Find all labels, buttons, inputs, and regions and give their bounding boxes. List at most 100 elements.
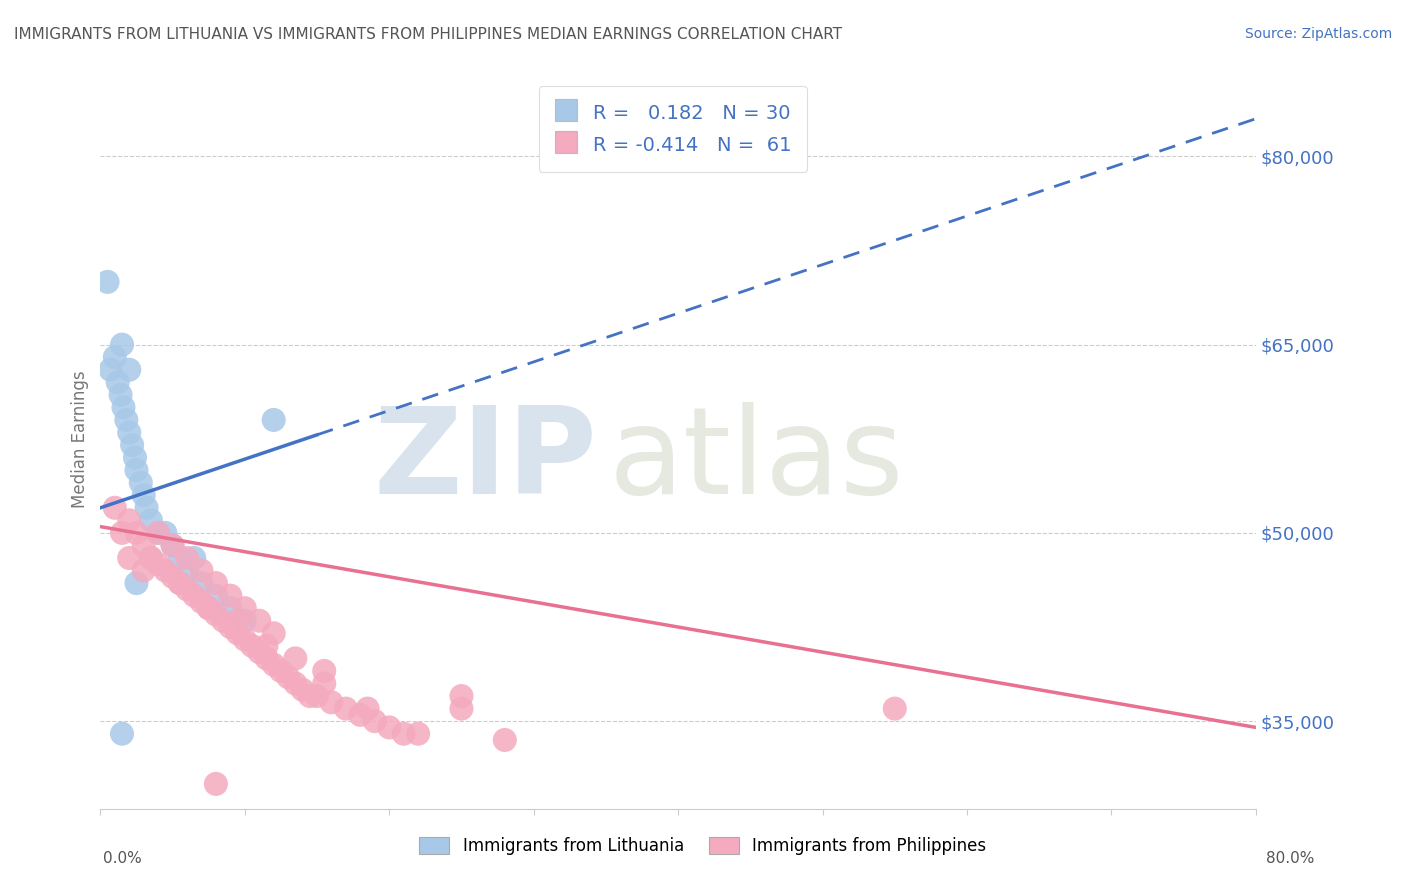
- Point: [124, 450, 146, 465]
- Point: [392, 727, 415, 741]
- Point: [378, 720, 401, 734]
- Point: [132, 488, 155, 502]
- Point: [205, 589, 228, 603]
- Point: [314, 676, 336, 690]
- Point: [183, 589, 205, 603]
- Point: [349, 707, 371, 722]
- Point: [494, 733, 516, 747]
- Point: [298, 689, 321, 703]
- Point: [135, 500, 157, 515]
- Point: [226, 614, 249, 628]
- Point: [335, 701, 357, 715]
- Point: [146, 525, 169, 540]
- Point: [205, 607, 228, 622]
- Text: Source: ZipAtlas.com: Source: ZipAtlas.com: [1244, 27, 1392, 41]
- Point: [118, 513, 141, 527]
- Point: [100, 363, 122, 377]
- Point: [190, 564, 212, 578]
- Point: [233, 601, 256, 615]
- Point: [364, 714, 387, 728]
- Point: [110, 388, 132, 402]
- Point: [314, 664, 336, 678]
- Point: [169, 576, 191, 591]
- Point: [883, 701, 905, 715]
- Text: 0.0%: 0.0%: [103, 851, 142, 865]
- Point: [197, 601, 219, 615]
- Point: [256, 651, 278, 665]
- Point: [226, 626, 249, 640]
- Point: [139, 513, 162, 527]
- Point: [162, 538, 184, 552]
- Point: [139, 551, 162, 566]
- Point: [129, 475, 152, 490]
- Point: [115, 413, 138, 427]
- Point: [190, 576, 212, 591]
- Text: IMMIGRANTS FROM LITHUANIA VS IMMIGRANTS FROM PHILIPPINES MEDIAN EARNINGS CORRELA: IMMIGRANTS FROM LITHUANIA VS IMMIGRANTS …: [14, 27, 842, 42]
- Point: [212, 614, 235, 628]
- Point: [118, 425, 141, 440]
- Point: [97, 275, 120, 289]
- Point: [176, 564, 198, 578]
- Point: [118, 363, 141, 377]
- Point: [104, 500, 127, 515]
- Point: [197, 601, 219, 615]
- Point: [107, 376, 129, 390]
- Point: [284, 651, 307, 665]
- Point: [132, 538, 155, 552]
- Point: [125, 576, 148, 591]
- Point: [270, 664, 292, 678]
- Point: [190, 595, 212, 609]
- Point: [146, 525, 169, 540]
- Point: [240, 639, 263, 653]
- Point: [176, 551, 198, 566]
- Point: [139, 551, 162, 566]
- Y-axis label: Median Earnings: Median Earnings: [72, 370, 89, 508]
- Point: [247, 645, 270, 659]
- Point: [450, 701, 472, 715]
- Point: [169, 551, 191, 566]
- Point: [121, 438, 143, 452]
- Point: [406, 727, 429, 741]
- Point: [205, 576, 228, 591]
- Point: [263, 413, 285, 427]
- Point: [277, 670, 299, 684]
- Point: [132, 564, 155, 578]
- Point: [305, 689, 328, 703]
- Point: [263, 657, 285, 672]
- Point: [263, 626, 285, 640]
- Point: [111, 337, 134, 351]
- Legend: R =   0.182   N = 30, R = -0.414   N =  61: R = 0.182 N = 30, R = -0.414 N = 61: [538, 86, 807, 172]
- Point: [162, 570, 184, 584]
- Point: [112, 401, 135, 415]
- Point: [155, 525, 177, 540]
- Text: ZIP: ZIP: [374, 402, 598, 519]
- Point: [219, 589, 242, 603]
- Point: [356, 701, 378, 715]
- Point: [233, 614, 256, 628]
- Point: [205, 777, 228, 791]
- Point: [284, 676, 307, 690]
- Point: [219, 601, 242, 615]
- Point: [176, 582, 198, 597]
- Text: atlas: atlas: [609, 402, 904, 519]
- Point: [155, 564, 177, 578]
- Point: [111, 525, 134, 540]
- Text: 80.0%: 80.0%: [1267, 851, 1315, 865]
- Point: [291, 682, 314, 697]
- Point: [321, 695, 343, 709]
- Point: [125, 463, 148, 477]
- Point: [125, 525, 148, 540]
- Point: [450, 689, 472, 703]
- Point: [111, 727, 134, 741]
- Point: [183, 551, 205, 566]
- Point: [104, 350, 127, 364]
- Legend: Immigrants from Lithuania, Immigrants from Philippines: Immigrants from Lithuania, Immigrants fr…: [413, 830, 993, 862]
- Point: [162, 538, 184, 552]
- Point: [247, 614, 270, 628]
- Point: [118, 551, 141, 566]
- Point: [233, 632, 256, 647]
- Point: [169, 576, 191, 591]
- Point: [219, 620, 242, 634]
- Point: [146, 558, 169, 572]
- Point: [256, 639, 278, 653]
